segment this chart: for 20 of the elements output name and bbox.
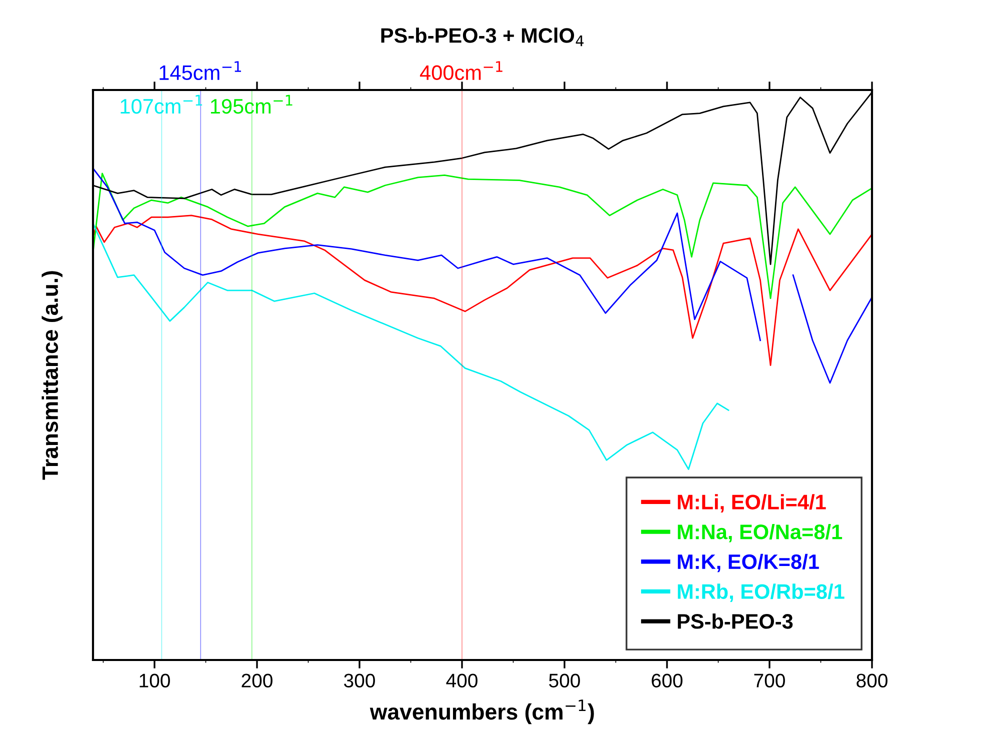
x-axis-title: wavenumbers (cm$^{−1}$) bbox=[370, 700, 594, 724]
ref-line-label: 107cm$^{−1}$ bbox=[120, 94, 202, 114]
legend-label: M:Na, EO/Na=8/1 bbox=[678, 524, 842, 542]
ref-line-label: 195cm$^{−1}$ bbox=[210, 94, 292, 114]
legend-label: PS-b-PEO-3 bbox=[678, 613, 793, 629]
y-axis-title: Transmittance (a.u.) bbox=[42, 271, 62, 480]
x-tick-label: 800 bbox=[856, 674, 888, 688]
x-tick-label: 100 bbox=[140, 674, 170, 688]
x-tick-label: 500 bbox=[549, 674, 580, 688]
x-tick-label: 600 bbox=[652, 674, 682, 688]
x-tick-label: 400 bbox=[446, 674, 478, 688]
x-tick-label: 300 bbox=[344, 674, 375, 688]
ref-line-label: 145cm$^{−1}$ bbox=[160, 61, 242, 80]
ref-line-label: 400cm$^{−1}$ bbox=[420, 61, 502, 80]
x-tick-label: 700 bbox=[754, 674, 785, 688]
legend-label: M:K, EO/K=8/1 bbox=[678, 554, 819, 572]
legend-label: M:Rb, EO/Rb=8/1 bbox=[678, 584, 844, 602]
chart-title: PS-b-PEO-3 + MClO$_{4}$ bbox=[381, 28, 584, 46]
legend-label: M:Li, EO/Li=4/1 bbox=[678, 494, 826, 512]
x-tick-label: 200 bbox=[242, 674, 272, 688]
